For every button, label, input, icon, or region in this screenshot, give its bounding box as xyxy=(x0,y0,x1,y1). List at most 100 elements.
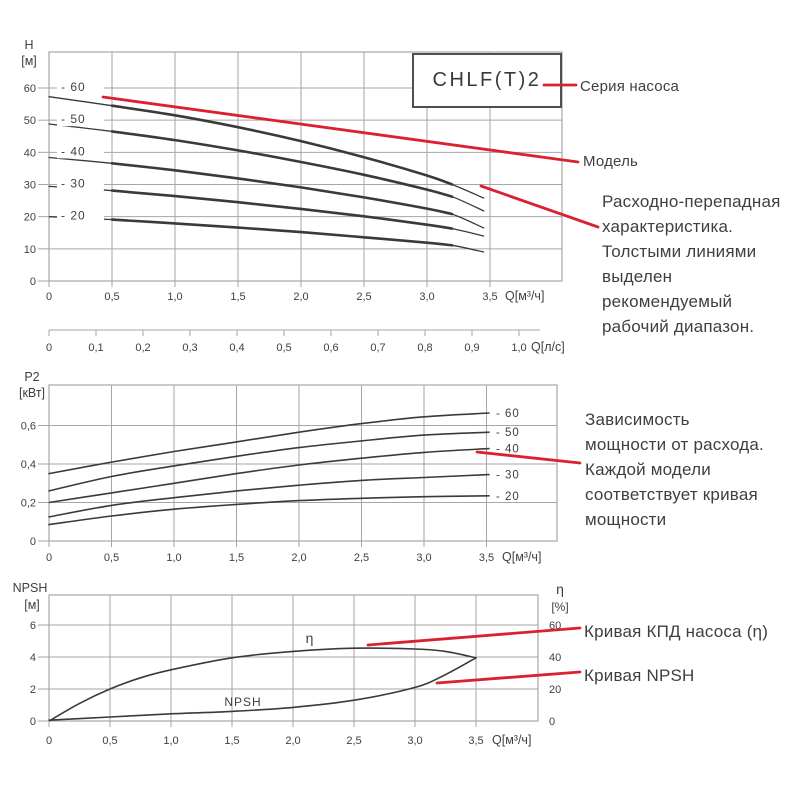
x-tick-label: 0 xyxy=(46,552,52,564)
curve-30 xyxy=(48,473,490,518)
y-axis-label: NPSH xyxy=(13,581,48,595)
right-tick-label: 20 xyxy=(549,684,561,696)
curve-40 xyxy=(48,447,490,504)
x-tick-label: 3,0 xyxy=(416,552,431,564)
curve-label-bg xyxy=(57,175,104,191)
x-tick-label: 2,5 xyxy=(354,552,369,564)
x-tick-label: 2,0 xyxy=(285,735,300,747)
curve-thick-40 xyxy=(110,162,454,216)
curve-thick-60 xyxy=(110,104,454,186)
x-tick-label: 2,5 xyxy=(346,735,361,747)
y-tick-label: 0,6 xyxy=(21,421,36,433)
x-axis-unit: Q[м³/ч] xyxy=(492,733,531,747)
x-tick-label: 3,5 xyxy=(482,291,497,303)
secondary-tick-label: 1,0 xyxy=(511,342,526,354)
curve-20 xyxy=(48,495,490,526)
curve-label: - 60 xyxy=(61,80,86,94)
x-tick-label: 1,5 xyxy=(230,291,245,303)
secondary-tick-label: 0,8 xyxy=(417,342,432,354)
y-tick-label: 0 xyxy=(30,536,36,548)
curve-label: - 60 xyxy=(496,408,520,420)
y-tick-label: 4 xyxy=(30,652,36,664)
curve-thick-20 xyxy=(110,218,454,247)
curve-label-bg xyxy=(57,78,104,94)
secondary-tick-label: 0,9 xyxy=(464,342,479,354)
y-axis-unit: [м] xyxy=(21,54,37,68)
y-tick-label: 10 xyxy=(24,244,36,256)
y-axis-unit: [кВт] xyxy=(19,386,45,400)
callout-flow-head-label: Расходно-перепадная характеристика. Толс… xyxy=(602,192,781,336)
x-tick-label: 2,0 xyxy=(293,291,308,303)
y-tick-label: 0 xyxy=(30,276,36,288)
y-tick-label: 6 xyxy=(30,620,36,632)
curve-label-bg xyxy=(57,207,104,223)
x-tick-label: 3,0 xyxy=(419,291,434,303)
y-tick-label: 2 xyxy=(30,684,36,696)
series-name-box: CHLF(T)2 xyxy=(412,53,562,108)
secondary-tick-label: 0,7 xyxy=(370,342,385,354)
secondary-tick-label: 0,4 xyxy=(229,342,244,354)
right-tick-label: 60 xyxy=(549,620,561,632)
callout-series-label: Серия насоса xyxy=(580,78,680,95)
curve-label: - 50 xyxy=(496,427,520,439)
x-tick-label: 2,0 xyxy=(291,552,306,564)
secondary-axis-unit: Q[л/с] xyxy=(531,340,565,354)
y-axis-label: H xyxy=(24,38,33,52)
callout-model-label: Модель xyxy=(583,153,639,170)
curve-label: - 40 xyxy=(496,444,520,456)
y-tick-label: 40 xyxy=(24,147,36,159)
secondary-tick-label: 0 xyxy=(46,342,52,354)
curve-thick-50 xyxy=(110,130,454,198)
callout-npsh-label: Кривая NPSH xyxy=(584,666,695,685)
curve-label-bg xyxy=(57,111,104,127)
callout-power-label: Зависимость мощности от расхода. Каждой … xyxy=(585,410,764,529)
y-tick-label: 60 xyxy=(24,83,36,95)
x-tick-label: 0 xyxy=(46,291,52,303)
curve-50 xyxy=(48,431,490,492)
x-tick-label: 0,5 xyxy=(102,735,117,747)
right-axis-unit: [%] xyxy=(551,600,568,614)
series-name-label: CHLF(T)2 xyxy=(432,69,542,91)
y-tick-label: 0 xyxy=(30,716,36,728)
x-axis-unit: Q[м³/ч] xyxy=(505,289,544,303)
curveη xyxy=(48,647,477,722)
curve-label: - 30 xyxy=(61,176,86,190)
x-tick-label: 3,5 xyxy=(479,552,494,564)
x-tick-label: 3,0 xyxy=(407,735,422,747)
curve-label: NPSH xyxy=(224,695,261,709)
x-tick-label: 1,5 xyxy=(229,552,244,564)
y-axis-label: P2 xyxy=(24,370,39,384)
x-axis-unit: Q[м³/ч] xyxy=(502,550,541,564)
curve-50 xyxy=(48,123,485,212)
x-tick-label: 1,5 xyxy=(224,735,239,747)
curve-20 xyxy=(48,216,485,253)
y-tick-label: 50 xyxy=(24,115,36,127)
secondary-tick-label: 0,2 xyxy=(135,342,150,354)
curve-label-bg xyxy=(57,143,104,159)
y-tick-label: 0,4 xyxy=(21,459,36,471)
curve-label: - 30 xyxy=(496,470,520,482)
y-tick-label: 0,2 xyxy=(21,498,36,510)
x-tick-label: 0,5 xyxy=(104,291,119,303)
secondary-tick-label: 0,1 xyxy=(88,342,103,354)
curve-label: - 40 xyxy=(61,144,86,158)
right-tick-label: 40 xyxy=(549,652,561,664)
secondary-tick-label: 0,5 xyxy=(276,342,291,354)
secondary-tick-label: 0,3 xyxy=(182,342,197,354)
y-axis-unit: [м] xyxy=(24,598,40,612)
curve-label: η xyxy=(306,630,315,646)
right-tick-label: 0 xyxy=(549,716,555,728)
x-tick-label: 0,5 xyxy=(104,552,119,564)
y-tick-label: 20 xyxy=(24,212,36,224)
x-tick-label: 2,5 xyxy=(356,291,371,303)
head-plot-border xyxy=(48,51,563,282)
right-axis-label: η xyxy=(556,581,564,597)
curve-thick-30 xyxy=(110,189,454,230)
x-tick-label: 1,0 xyxy=(167,291,182,303)
curve-label: - 50 xyxy=(61,112,86,126)
x-tick-label: 1,0 xyxy=(163,735,178,747)
curve-60 xyxy=(48,412,490,475)
y-tick-label: 30 xyxy=(24,179,36,191)
curve-label: - 20 xyxy=(61,209,86,223)
